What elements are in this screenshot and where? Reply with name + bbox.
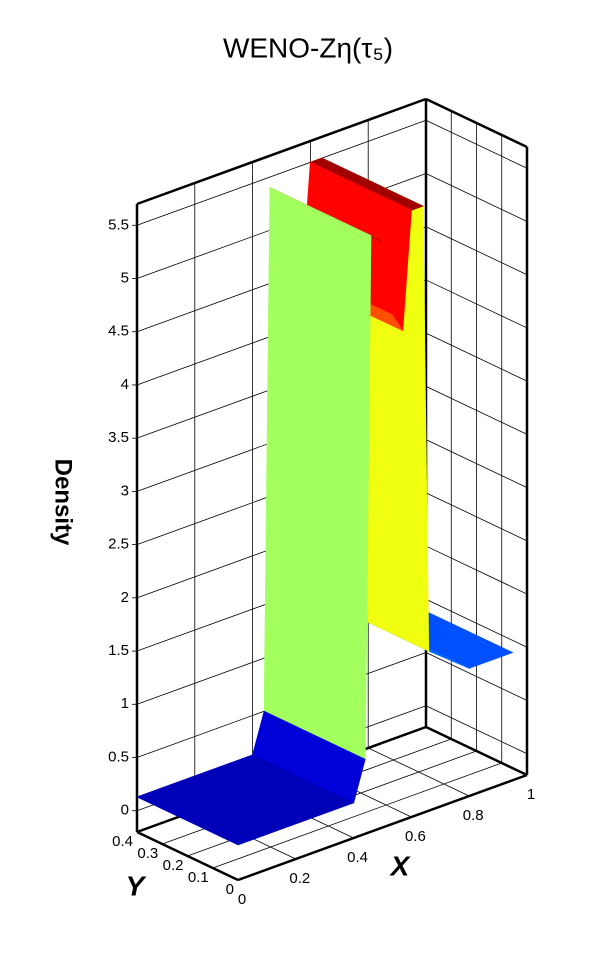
axis-box-edge (425, 725, 528, 777)
chart-title: WENO-Zη(τ₅) (223, 32, 393, 63)
y-tick-label: 0.2 (163, 857, 184, 874)
z-tick-label: 5.5 (108, 216, 129, 233)
x-tick-label: 1 (527, 786, 535, 803)
grid-line (212, 762, 502, 869)
z-tick-label: 0 (121, 802, 129, 819)
z-tick-label: 4.5 (108, 323, 129, 340)
axis-box-edge (237, 773, 528, 882)
z-axis-label: Density (50, 459, 77, 546)
z-tick-label: 1 (121, 695, 129, 712)
axis-box-edge (136, 830, 239, 882)
y-tick-label: 0.3 (137, 845, 158, 862)
x-tick-label: 0.6 (405, 828, 426, 845)
x-tick-label: 0 (238, 891, 246, 908)
z-tick-label: 5 (121, 269, 129, 286)
surface-strip (263, 187, 372, 760)
axis-box-edge (425, 97, 528, 149)
z-tick-label: 3 (121, 482, 129, 499)
x-axis-label: X (389, 850, 412, 881)
x-tick-label: 0.8 (463, 807, 484, 824)
z-tick-label: 2 (121, 589, 129, 606)
y-tick-label: 0.4 (112, 833, 133, 850)
grid-line (136, 119, 427, 226)
x-tick-label: 0.4 (347, 849, 368, 866)
z-tick-label: 0.5 (108, 748, 129, 765)
z-tick-label: 2.5 (108, 536, 129, 553)
y-tick-label: 0 (226, 881, 234, 898)
z-tick-label: 1.5 (108, 642, 129, 659)
z-tick-label: 4 (121, 376, 129, 393)
surface-strip (135, 754, 355, 846)
y-axis-label: Y (126, 870, 147, 901)
axis-box-edge (136, 97, 427, 206)
y-tick-label: 0.1 (188, 869, 209, 886)
z-tick-label: 3.5 (108, 429, 129, 446)
x-tick-label: 0.2 (289, 870, 310, 887)
